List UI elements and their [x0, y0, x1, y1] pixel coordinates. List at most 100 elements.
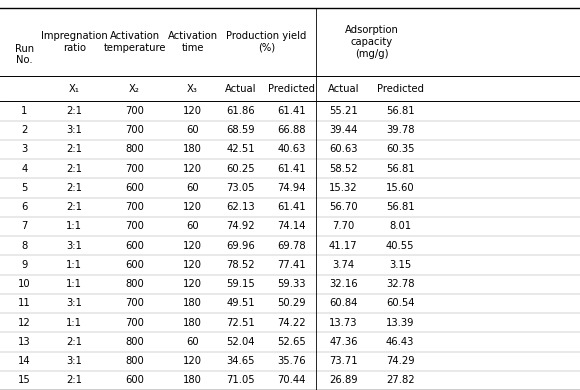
- Text: 120: 120: [183, 241, 202, 251]
- Text: 3: 3: [21, 145, 27, 154]
- Text: 69.96: 69.96: [226, 241, 255, 251]
- Text: 120: 120: [183, 279, 202, 289]
- Text: 120: 120: [183, 356, 202, 366]
- Text: 60: 60: [186, 222, 199, 231]
- Text: 55.21: 55.21: [329, 106, 358, 116]
- Text: 15: 15: [18, 376, 31, 385]
- Text: 9: 9: [21, 260, 27, 270]
- Text: 3:1: 3:1: [66, 241, 82, 251]
- Text: 700: 700: [125, 318, 144, 328]
- Text: Impregnation
ratio: Impregnation ratio: [41, 31, 108, 53]
- Text: 52.65: 52.65: [277, 337, 306, 347]
- Text: 2:1: 2:1: [66, 106, 82, 116]
- Text: 56.81: 56.81: [386, 202, 415, 212]
- Text: 61.86: 61.86: [226, 106, 255, 116]
- Text: 69.78: 69.78: [277, 241, 306, 251]
- Text: 2:1: 2:1: [66, 202, 82, 212]
- Text: 40.63: 40.63: [278, 145, 306, 154]
- Text: 12: 12: [18, 318, 31, 328]
- Text: 60.84: 60.84: [329, 298, 357, 308]
- Text: 13.39: 13.39: [386, 318, 415, 328]
- Text: 46.43: 46.43: [386, 337, 414, 347]
- Text: 120: 120: [183, 164, 202, 174]
- Text: 34.65: 34.65: [226, 356, 255, 366]
- Text: 60: 60: [186, 125, 199, 135]
- Text: 7.70: 7.70: [332, 222, 354, 231]
- Text: 5: 5: [21, 183, 27, 193]
- Text: 60.54: 60.54: [386, 298, 415, 308]
- Text: 600: 600: [125, 183, 144, 193]
- Text: 700: 700: [125, 164, 144, 174]
- Text: 71.05: 71.05: [226, 376, 255, 385]
- Text: 120: 120: [183, 202, 202, 212]
- Text: 13.73: 13.73: [329, 318, 358, 328]
- Text: 47.36: 47.36: [329, 337, 358, 347]
- Text: 61.41: 61.41: [277, 202, 306, 212]
- Text: X₁: X₁: [69, 84, 79, 94]
- Text: X₃: X₃: [187, 84, 198, 94]
- Text: 600: 600: [125, 241, 144, 251]
- Text: 35.76: 35.76: [277, 356, 306, 366]
- Text: Activation
time: Activation time: [168, 31, 218, 53]
- Text: 800: 800: [125, 279, 144, 289]
- Text: 61.41: 61.41: [277, 106, 306, 116]
- Text: 56.81: 56.81: [386, 106, 415, 116]
- Text: 700: 700: [125, 202, 144, 212]
- Text: 2:1: 2:1: [66, 145, 82, 154]
- Text: 700: 700: [125, 125, 144, 135]
- Text: 1:1: 1:1: [66, 260, 82, 270]
- Text: 13: 13: [18, 337, 31, 347]
- Text: 3:1: 3:1: [66, 125, 82, 135]
- Text: Adsorption
capacity
(mg/g): Adsorption capacity (mg/g): [345, 25, 398, 58]
- Text: 700: 700: [125, 298, 144, 308]
- Text: 62.13: 62.13: [226, 202, 255, 212]
- Text: 800: 800: [125, 145, 144, 154]
- Text: 1:1: 1:1: [66, 222, 82, 231]
- Text: 77.41: 77.41: [277, 260, 306, 270]
- Text: 2:1: 2:1: [66, 164, 82, 174]
- Text: 700: 700: [125, 222, 144, 231]
- Text: 8: 8: [21, 241, 27, 251]
- Text: 60.25: 60.25: [226, 164, 255, 174]
- Text: 32.78: 32.78: [386, 279, 415, 289]
- Text: 74.94: 74.94: [277, 183, 306, 193]
- Text: 180: 180: [183, 376, 202, 385]
- Text: 2:1: 2:1: [66, 337, 82, 347]
- Text: 60: 60: [186, 183, 199, 193]
- Text: 15.32: 15.32: [329, 183, 358, 193]
- Text: Predicted: Predicted: [268, 84, 316, 94]
- Text: 32.16: 32.16: [329, 279, 358, 289]
- Text: 800: 800: [125, 337, 144, 347]
- Text: 74.92: 74.92: [226, 222, 255, 231]
- Text: 60.63: 60.63: [329, 145, 358, 154]
- Text: 61.41: 61.41: [277, 164, 306, 174]
- Text: 1:1: 1:1: [66, 279, 82, 289]
- Text: 3.74: 3.74: [332, 260, 354, 270]
- Text: 72.51: 72.51: [226, 318, 255, 328]
- Text: 10: 10: [18, 279, 31, 289]
- Text: 14: 14: [18, 356, 31, 366]
- Text: 74.14: 74.14: [277, 222, 306, 231]
- Text: 180: 180: [183, 298, 202, 308]
- Text: 52.04: 52.04: [226, 337, 255, 347]
- Text: 56.70: 56.70: [329, 202, 358, 212]
- Text: Run
No.: Run No.: [15, 44, 34, 66]
- Text: 26.89: 26.89: [329, 376, 358, 385]
- Text: 8.01: 8.01: [389, 222, 411, 231]
- Text: 120: 120: [183, 106, 202, 116]
- Text: 15.60: 15.60: [386, 183, 415, 193]
- Text: 40.55: 40.55: [386, 241, 415, 251]
- Text: 78.52: 78.52: [226, 260, 255, 270]
- Text: 42.51: 42.51: [226, 145, 255, 154]
- Text: Activation
temperature: Activation temperature: [103, 31, 166, 53]
- Text: 68.59: 68.59: [226, 125, 255, 135]
- Text: X₂: X₂: [129, 84, 140, 94]
- Text: 600: 600: [125, 260, 144, 270]
- Text: 50.29: 50.29: [277, 298, 306, 308]
- Text: 66.88: 66.88: [277, 125, 306, 135]
- Text: 2: 2: [21, 125, 27, 135]
- Text: 74.29: 74.29: [386, 356, 415, 366]
- Text: 60: 60: [186, 337, 199, 347]
- Text: 2:1: 2:1: [66, 183, 82, 193]
- Text: 11: 11: [18, 298, 31, 308]
